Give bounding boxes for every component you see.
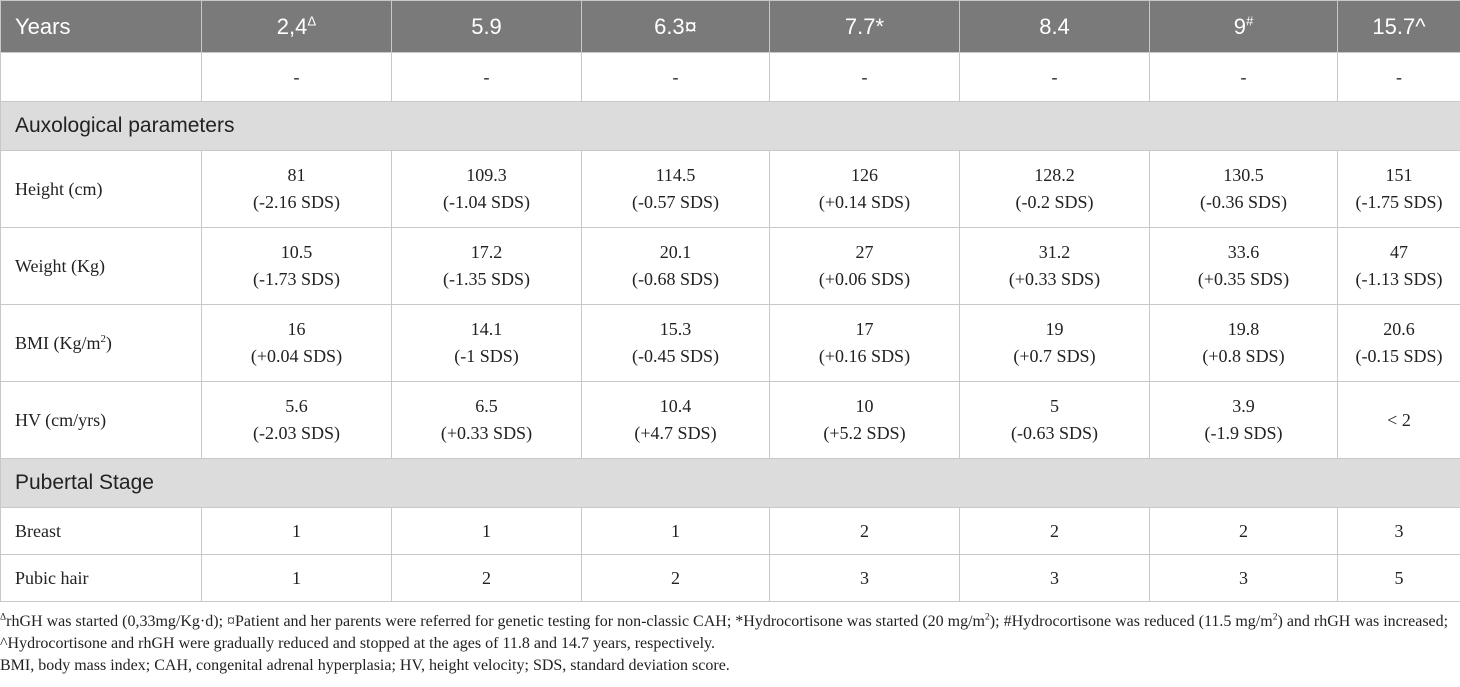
table-cell: 19 (+0.7 SDS) bbox=[959, 304, 1150, 382]
header-col-6: 9# bbox=[1149, 0, 1338, 53]
header-row: Years 2,4Δ 5.9 6.3¤ 7.7* 8.4 9# 15.7^ bbox=[0, 0, 1460, 53]
row-label: BMI (Kg/m2) bbox=[0, 304, 202, 382]
table-cell: 47 (-1.13 SDS) bbox=[1337, 227, 1460, 305]
table-cell: 1 bbox=[391, 507, 582, 555]
footnote-line-2: BMI, body mass index; CAH, congenital ad… bbox=[0, 657, 730, 674]
table-row-bmi: BMI (Kg/m2) 16 (+0.04 SDS) 14.1 (-1 SDS) 1… bbox=[0, 304, 1460, 382]
table-cell: 31.2 (+0.33 SDS) bbox=[959, 227, 1150, 305]
table-cell: - bbox=[581, 52, 770, 102]
table-cell: 1 bbox=[201, 507, 392, 555]
table-cell: 3 bbox=[1149, 554, 1338, 602]
table-cell: 17 (+0.16 SDS) bbox=[769, 304, 960, 382]
table-cell: 1 bbox=[581, 507, 770, 555]
table-cell: 20.6 (-0.15 SDS) bbox=[1337, 304, 1460, 382]
table-cell: 10 (+5.2 SDS) bbox=[769, 381, 960, 459]
row-label: Height (cm) bbox=[0, 150, 202, 228]
table-row-weight: Weight (Kg) 10.5 (-1.73 SDS) 17.2 (-1.35 S… bbox=[0, 227, 1460, 305]
footnote-line-1: ΔrhGH was started (0,33mg/Kg·d); ¤Patien… bbox=[0, 611, 1449, 652]
table-cell: 10.5 (-1.73 SDS) bbox=[201, 227, 392, 305]
table-cell: 14.1 (-1 SDS) bbox=[391, 304, 582, 382]
table-cell: 5 bbox=[1337, 554, 1460, 602]
header-col-4: 7.7* bbox=[769, 0, 960, 53]
table-cell: < 2 bbox=[1337, 381, 1460, 459]
table-cell: 15.3 (-0.45 SDS) bbox=[581, 304, 770, 382]
table-cell: 5 (-0.63 SDS) bbox=[959, 381, 1150, 459]
section-row-pubertal: Pubertal Stage bbox=[0, 458, 1460, 508]
table-cell: 16 (+0.04 SDS) bbox=[201, 304, 392, 382]
row-label: HV (cm/yrs) bbox=[0, 381, 202, 459]
table-row-hv: HV (cm/yrs) 5.6 (-2.03 SDS) 6.5 (+0.33 SDS… bbox=[0, 381, 1460, 459]
table-cell: - bbox=[1149, 52, 1338, 102]
header-col-3: 6.3¤ bbox=[581, 0, 770, 53]
table-row: - - - - - - - bbox=[0, 52, 1460, 102]
table-cell: 20.1 (-0.68 SDS) bbox=[581, 227, 770, 305]
table-cell: 3 bbox=[959, 554, 1150, 602]
table-cell: 10.4 (+4.7 SDS) bbox=[581, 381, 770, 459]
header-years: Years bbox=[0, 0, 202, 53]
table-cell: - bbox=[201, 52, 392, 102]
table-cell: 128.2 (-0.2 SDS) bbox=[959, 150, 1150, 228]
header-col-7: 15.7^ bbox=[1337, 0, 1460, 53]
table-cell: 2 bbox=[959, 507, 1150, 555]
table-cell: - bbox=[1337, 52, 1460, 102]
row-label: Weight (Kg) bbox=[0, 227, 202, 305]
section-title: Pubertal Stage bbox=[0, 458, 1460, 508]
table-cell: 3 bbox=[769, 554, 960, 602]
table-cell: 27 (+0.06 SDS) bbox=[769, 227, 960, 305]
section-title: Auxological parameters bbox=[0, 101, 1460, 151]
table-cell bbox=[0, 52, 202, 102]
table-row-pubic-hair: Pubic hair 1 2 2 3 3 3 5 bbox=[0, 554, 1460, 602]
table-container: Years 2,4Δ 5.9 6.3¤ 7.7* 8.4 9# 15.7^ - … bbox=[0, 0, 1460, 602]
table-cell: 2 bbox=[769, 507, 960, 555]
header-col-2: 5.9 bbox=[391, 0, 582, 53]
row-label: Breast bbox=[0, 507, 202, 555]
table-cell: 5.6 (-2.03 SDS) bbox=[201, 381, 392, 459]
table-cell: - bbox=[391, 52, 582, 102]
table-cell: - bbox=[959, 52, 1150, 102]
table-cell: 2 bbox=[391, 554, 582, 602]
table-row-breast: Breast 1 1 1 2 2 2 3 bbox=[0, 507, 1460, 555]
table-cell: 109.3 (-1.04 SDS) bbox=[391, 150, 582, 228]
table-cell: 151 (-1.75 SDS) bbox=[1337, 150, 1460, 228]
table-cell: 81 (-2.16 SDS) bbox=[201, 150, 392, 228]
table-footnotes: ΔrhGH was started (0,33mg/Kg·d); ¤Patien… bbox=[0, 611, 1460, 677]
table-cell: 1 bbox=[201, 554, 392, 602]
table-cell: 2 bbox=[581, 554, 770, 602]
section-row-auxological: Auxological parameters bbox=[0, 101, 1460, 151]
table-cell: 126 (+0.14 SDS) bbox=[769, 150, 960, 228]
header-col-5: 8.4 bbox=[959, 0, 1150, 53]
table-cell: 3.9 (-1.9 SDS) bbox=[1149, 381, 1338, 459]
table-cell: 2 bbox=[1149, 507, 1338, 555]
data-table: Years 2,4Δ 5.9 6.3¤ 7.7* 8.4 9# 15.7^ - … bbox=[0, 0, 1460, 602]
table-cell: 17.2 (-1.35 SDS) bbox=[391, 227, 582, 305]
row-label: Pubic hair bbox=[0, 554, 202, 602]
table-cell: 130.5 (-0.36 SDS) bbox=[1149, 150, 1338, 228]
table-cell: 33.6 (+0.35 SDS) bbox=[1149, 227, 1338, 305]
table-cell: 19.8 (+0.8 SDS) bbox=[1149, 304, 1338, 382]
table-cell: - bbox=[769, 52, 960, 102]
table-cell: 114.5 (-0.57 SDS) bbox=[581, 150, 770, 228]
table-cell: 6.5 (+0.33 SDS) bbox=[391, 381, 582, 459]
header-col-1: 2,4Δ bbox=[201, 0, 392, 53]
table-cell: 3 bbox=[1337, 507, 1460, 555]
table-row-height: Height (cm) 81 (-2.16 SDS) 109.3 (-1.04 SD… bbox=[0, 150, 1460, 228]
